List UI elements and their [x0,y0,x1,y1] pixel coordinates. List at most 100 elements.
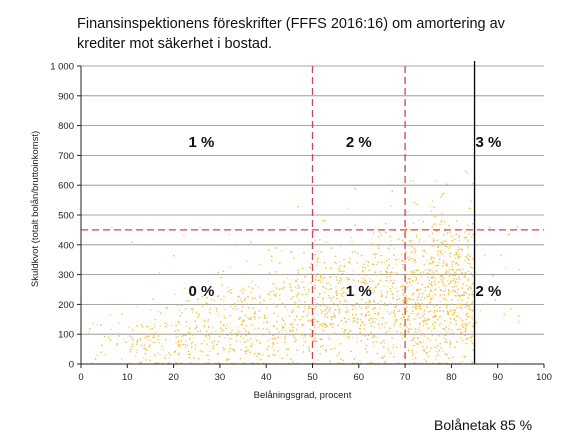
x-tick-label: 10 [122,372,133,383]
data-point [384,222,387,225]
data-point [256,339,258,342]
data-point [334,291,337,294]
data-point [412,299,415,301]
data-point [372,336,374,339]
data-point [192,334,195,336]
data-point [459,317,462,319]
data-point [303,251,305,254]
data-point [453,318,455,320]
data-point [180,339,182,341]
data-point [368,269,370,272]
data-point [334,347,336,350]
data-point [223,324,226,326]
data-point [395,319,398,321]
data-point [330,287,332,290]
data-point [441,280,443,282]
data-point [463,356,465,358]
data-point [466,337,469,339]
data-point [310,319,313,321]
data-point [207,318,210,321]
data-point [472,282,475,284]
data-point [408,331,410,333]
data-point [336,292,338,294]
data-point [184,334,187,336]
data-point [239,357,242,360]
data-point [319,352,322,355]
data-point [416,289,419,292]
data-point [325,349,327,351]
data-point [470,336,472,338]
data-point [380,261,383,263]
data-point [295,295,298,297]
data-point [339,343,342,345]
data-point [426,346,428,348]
data-point [426,272,428,275]
data-point [465,325,467,328]
data-point [350,236,353,239]
data-point [455,315,458,317]
data-point [324,316,326,318]
data-point [227,286,229,289]
data-point [391,286,394,289]
y-tick-label: 100 [58,330,74,341]
data-point [394,306,397,309]
data-point [136,349,138,351]
data-point [398,309,401,311]
data-point [206,343,208,345]
data-point [464,304,467,307]
data-point [429,261,431,264]
data-point [297,306,299,308]
data-point [226,358,229,360]
data-point [308,305,310,308]
data-point [471,182,474,185]
data-point [360,313,363,315]
data-point [423,309,426,312]
data-point [348,278,350,280]
data-point [419,238,422,241]
y-tick-label: 400 [58,240,74,251]
data-point [341,273,344,275]
data-point [421,296,423,298]
data-point [467,287,469,289]
data-point [483,254,486,256]
data-point [316,259,319,261]
data-point [313,312,315,314]
data-point [332,302,335,304]
data-point [317,261,319,264]
data-point [318,293,321,295]
zone-label: 2 % [476,283,502,300]
data-point [332,323,335,325]
data-point [455,269,457,272]
data-point [247,296,249,298]
data-point [371,317,374,320]
data-point [334,308,337,311]
data-point [365,314,368,317]
data-point [336,294,338,296]
data-point [465,284,468,287]
data-point [178,323,181,325]
data-point [302,324,304,327]
data-point [334,314,336,317]
data-point [184,343,187,346]
data-point [328,360,331,363]
data-point [454,289,456,292]
data-point [431,297,433,300]
data-point [243,337,245,340]
data-point [347,207,350,210]
data-point [305,293,308,295]
data-point [153,353,156,356]
data-point [424,289,426,292]
data-point [414,251,416,254]
data-point [226,323,228,325]
data-point [345,311,348,313]
data-point [218,335,221,337]
data-point [470,293,473,295]
data-point [289,283,291,285]
data-point [339,277,342,280]
data-point [286,276,289,279]
data-point [422,304,425,306]
data-point [463,231,466,233]
data-point [436,304,438,307]
data-point [276,320,278,323]
data-point [446,354,448,356]
